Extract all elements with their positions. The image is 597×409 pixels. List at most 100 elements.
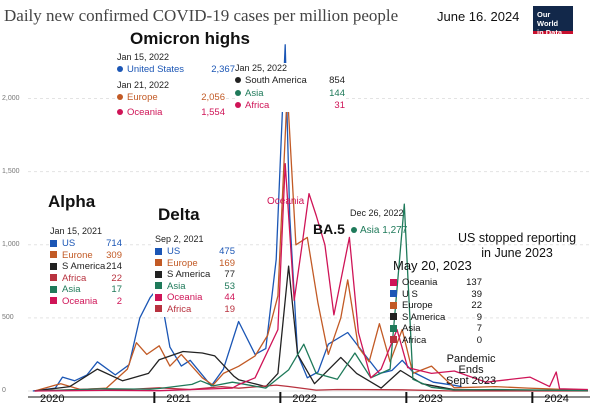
row-value: 44 <box>224 292 235 303</box>
legend-marker <box>50 274 57 282</box>
row-value: 309 <box>106 249 122 261</box>
series-line-oceania <box>34 163 588 392</box>
year-label: 2022 <box>292 393 317 405</box>
legend-marker <box>155 293 162 301</box>
annotation-row: Asia 53 <box>155 281 235 293</box>
legend-marker <box>155 270 162 278</box>
row-name: Africa <box>62 272 87 284</box>
annotation-row: Oceania 44 <box>155 292 235 304</box>
row-value: 9 <box>476 311 482 323</box>
annotation-row: Africa 0 <box>390 335 482 347</box>
legend-marker <box>390 324 397 332</box>
legend-marker <box>390 313 397 321</box>
row-value: 137 <box>466 277 482 288</box>
legend-marker <box>50 251 57 259</box>
delta-heading: Delta <box>158 205 200 224</box>
omicron-other-block: Jan 25, 2022 South America 854 Asia 144 Af… <box>235 63 345 112</box>
annotation-row: US 475 <box>155 246 235 258</box>
row-name: US <box>62 238 76 249</box>
row-name: Europe <box>402 300 433 311</box>
date-note: June 16. 2024 <box>437 9 520 24</box>
legend-marker <box>50 297 57 305</box>
row-value: 22 <box>471 300 482 311</box>
row-name: US <box>167 246 181 257</box>
row-name: S America <box>62 261 106 272</box>
row-name: U S <box>402 288 418 300</box>
annotation-row: Asia 17 <box>50 284 122 296</box>
row-name: Africa <box>402 334 427 346</box>
legend-marker <box>155 259 162 267</box>
series-line-asia <box>34 203 588 392</box>
chart-title: Daily new confirmed COVID-19 cases per m… <box>4 6 399 25</box>
row-name: Asia <box>167 280 186 292</box>
row-value: 169 <box>219 257 235 269</box>
may2023-heading: May 20, 2023 <box>393 258 472 273</box>
row-value: 714 <box>106 238 122 249</box>
row-value: 7 <box>476 323 482 334</box>
year-label: 2020 <box>40 393 65 405</box>
annotation-row: Asia 7 <box>390 323 482 335</box>
row-value: 22 <box>111 272 122 284</box>
legend-marker <box>155 282 162 290</box>
alpha-heading: Alpha <box>48 192 96 211</box>
annotation-row: U S 39 <box>390 289 482 301</box>
asia-peak-label: Asia 1,277 <box>351 226 407 236</box>
annotation-row: US 714 <box>50 238 122 250</box>
legend-marker <box>50 262 57 270</box>
row-name: Oceania <box>62 295 98 307</box>
annotation-row: Oceania 137 <box>390 277 482 289</box>
annotation-row: Europe 22 <box>390 300 482 312</box>
ba5-label: BA.5 <box>313 221 345 237</box>
year-label: 2021 <box>166 393 191 405</box>
omicron-us-block: Jan 15, 2022 United States 2,367 <box>117 52 235 76</box>
annotation-row: S America 214 <box>50 261 122 273</box>
annotation-row: Eurone 309 <box>50 250 122 262</box>
row-name: Oceania <box>402 277 438 288</box>
alpha-block: Jan 15, 2021 US 714 Eurone 309 S America 214 A… <box>50 224 124 309</box>
row-value: 39 <box>471 288 482 300</box>
y-tick-label: 1,500 <box>2 167 20 175</box>
legend-marker <box>390 301 397 309</box>
annotation-row: Europe 169 <box>155 258 235 270</box>
legend-marker <box>390 336 397 344</box>
annotation-row: Africa 22 <box>50 273 122 285</box>
row-name: S America <box>167 269 211 280</box>
series-lines <box>32 44 588 392</box>
annotation-row: Oceania 2 <box>50 296 122 308</box>
annotation-row: Africa 19 <box>155 304 235 316</box>
legend-marker <box>155 247 162 255</box>
year-label: 2024 <box>544 393 569 405</box>
owid-logo: Our World in Data <box>533 6 573 37</box>
x-axis <box>28 392 590 403</box>
row-value: 2 <box>116 295 122 307</box>
row-name: Eurone <box>62 249 93 261</box>
omicron-heading: Omicron highs <box>130 29 250 48</box>
omicron-europe-block: Jan 21, 2022 Europe 2,056 Oceania 1,554 <box>117 80 225 118</box>
y-tick-label: 2,000 <box>2 94 20 102</box>
annotation-row: S America 77 <box>155 269 235 281</box>
row-value: 53 <box>224 280 235 292</box>
asia-peak-date: Dec 26, 2022 <box>350 208 404 218</box>
legend-marker <box>50 285 57 293</box>
row-name: S America <box>402 311 446 323</box>
y-tick-label: 500 <box>2 313 14 321</box>
pandemic-end-note: Pandemic Ends Sept 2023 <box>446 353 497 387</box>
row-value: 77 <box>224 269 235 280</box>
y-tick-label: 0 <box>2 387 6 394</box>
row-value: 0 <box>476 334 482 346</box>
legend-marker <box>390 278 397 286</box>
y-tick-label: 1,000 <box>2 240 20 248</box>
legend-marker <box>50 239 57 247</box>
series-line-europe <box>34 89 588 392</box>
row-name: Asia <box>62 284 81 295</box>
year-label: 2023 <box>418 393 443 405</box>
row-value: 17 <box>111 284 122 295</box>
row-value: 475 <box>219 246 235 257</box>
delta-block: Sep 2, 2021 US 475 Europe 169 S America 77 Asi… <box>153 232 237 317</box>
row-name: Africa <box>167 303 192 315</box>
legend-marker <box>390 290 397 298</box>
row-value: 19 <box>224 303 235 315</box>
annotation-row: S America 9 <box>390 312 482 324</box>
us-stopped-note: US stopped reporting in June 2023 <box>458 231 577 260</box>
